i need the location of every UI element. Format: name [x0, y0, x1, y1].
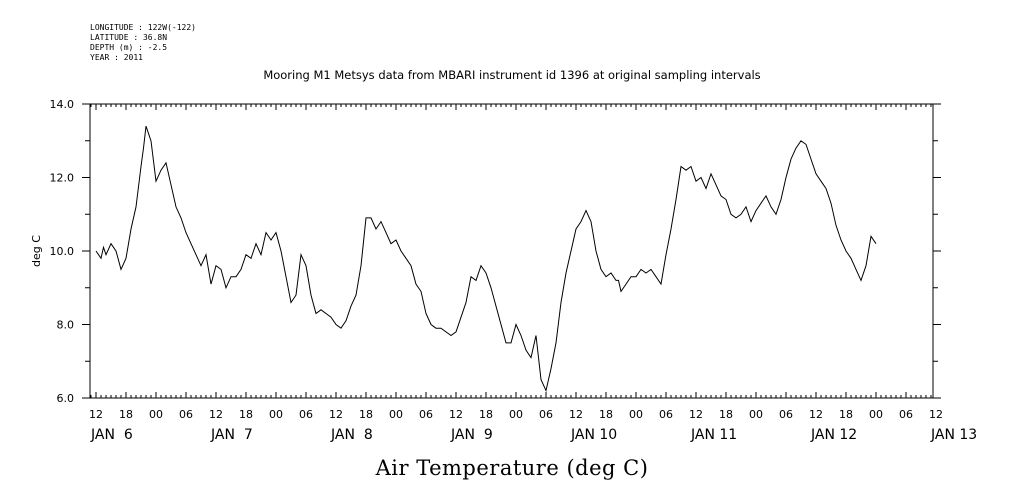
x-tick-label: 06	[419, 408, 433, 421]
x-axis-label: Air Temperature (deg C)	[375, 456, 649, 480]
x-tick-label: 18	[119, 408, 133, 421]
x-tick-label: 06	[659, 408, 673, 421]
day-label: JAN 8	[330, 427, 373, 443]
x-tick-label: 12	[929, 408, 943, 421]
y-tick-labels: 6.0 8.0 10.0 12.0 14.0	[50, 98, 75, 405]
x-tick-label: 12	[569, 408, 583, 421]
x-tick-label: 12	[89, 408, 103, 421]
x-tick-labels: 12 18 00 06 12 18 00 06 12 18 00 06 12 18 00 06 12 18 00 06…	[89, 408, 943, 421]
x-tick-label: 00	[389, 408, 403, 421]
day-labels: JAN 6 JAN 7 JAN 8 JAN 9 JAN 10 JAN 11 JAN 12 JA…	[90, 427, 977, 443]
x-tick-label: 18	[359, 408, 373, 421]
x-tick-label: 18	[239, 408, 253, 421]
x-tick-label: 00	[269, 408, 283, 421]
meta-longitude: LONGITUDE : 122W(-122)	[90, 23, 196, 32]
x-tick-label: 06	[539, 408, 553, 421]
x-tick-label: 00	[509, 408, 523, 421]
tick-marks	[82, 103, 941, 399]
day-label: JAN 11	[690, 427, 737, 443]
x-tick-label: 06	[299, 408, 313, 421]
y-tick-label: 10.0	[50, 245, 75, 258]
x-tick-label: 18	[839, 408, 853, 421]
meta-latitude: LATITUDE : 36.8N	[90, 33, 167, 42]
x-tick-label: 12	[809, 408, 823, 421]
y-tick-label: 8.0	[57, 319, 75, 332]
x-tick-label: 00	[749, 408, 763, 421]
x-tick-label: 12	[329, 408, 343, 421]
x-tick-label: 12	[449, 408, 463, 421]
x-tick-label: 00	[629, 408, 643, 421]
x-tick-label: 12	[209, 408, 223, 421]
plot-frame	[89, 103, 934, 399]
meta-year: YEAR : 2011	[90, 53, 143, 62]
x-tick-label: 06	[179, 408, 193, 421]
meta-depth: DEPTH (m) : -2.5	[90, 43, 167, 52]
x-tick-label: 12	[689, 408, 703, 421]
day-label: JAN 7	[210, 427, 253, 443]
day-label: JAN 6	[90, 427, 133, 443]
day-label: JAN 12	[810, 427, 857, 443]
y-axis-label: deg C	[30, 235, 43, 267]
x-tick-label: 18	[479, 408, 493, 421]
x-tick-label: 00	[149, 408, 163, 421]
day-label: JAN 9	[450, 427, 493, 443]
y-tick-label: 12.0	[50, 172, 75, 185]
chart-title: Mooring M1 Metsys data from MBARI instru…	[263, 68, 760, 82]
x-tick-label: 18	[599, 408, 613, 421]
x-tick-label: 00	[869, 408, 883, 421]
x-tick-label: 06	[899, 408, 913, 421]
day-label: JAN 10	[570, 427, 617, 443]
y-tick-label: 6.0	[57, 392, 75, 405]
day-label: JAN 13	[930, 427, 977, 443]
x-tick-label: 18	[719, 408, 733, 421]
y-tick-label: 14.0	[50, 98, 75, 111]
series-line	[95, 125, 877, 393]
x-tick-label: 06	[779, 408, 793, 421]
